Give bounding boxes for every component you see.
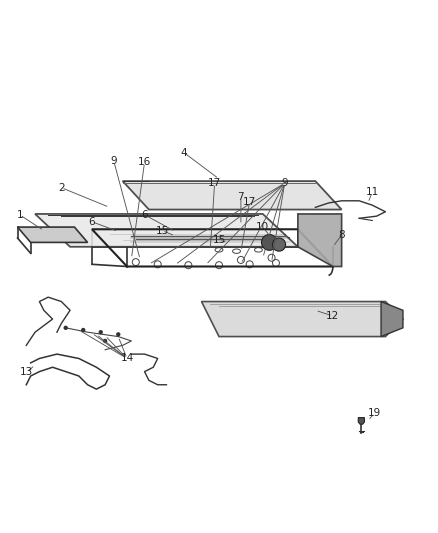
Text: 14: 14 [120,353,134,364]
Text: 6: 6 [141,210,148,220]
Text: 2: 2 [58,183,65,192]
Polygon shape [381,302,403,336]
Text: 1: 1 [16,210,23,220]
Text: 13: 13 [20,367,33,377]
Circle shape [261,235,277,251]
Text: 10: 10 [256,222,269,232]
Circle shape [64,326,68,330]
Circle shape [81,328,85,332]
Polygon shape [298,214,342,266]
Text: 19: 19 [368,408,381,418]
Circle shape [116,332,120,336]
Text: 16: 16 [138,157,151,167]
Polygon shape [201,302,403,336]
Text: 9: 9 [281,178,288,188]
Text: 11: 11 [366,187,379,197]
Polygon shape [358,418,364,424]
Text: 9: 9 [110,156,117,166]
Polygon shape [123,181,342,209]
Polygon shape [18,227,88,243]
Text: 15: 15 [155,225,169,236]
Text: 17: 17 [208,178,221,188]
Text: 7: 7 [237,192,244,203]
Polygon shape [35,214,298,247]
Text: 15: 15 [212,235,226,245]
Circle shape [272,238,286,251]
Text: 4: 4 [180,148,187,158]
Text: 6: 6 [88,217,95,227]
Text: 17: 17 [243,197,256,207]
Text: 12: 12 [326,311,339,321]
Text: 8: 8 [338,230,345,240]
Circle shape [103,339,107,343]
Circle shape [99,330,103,334]
